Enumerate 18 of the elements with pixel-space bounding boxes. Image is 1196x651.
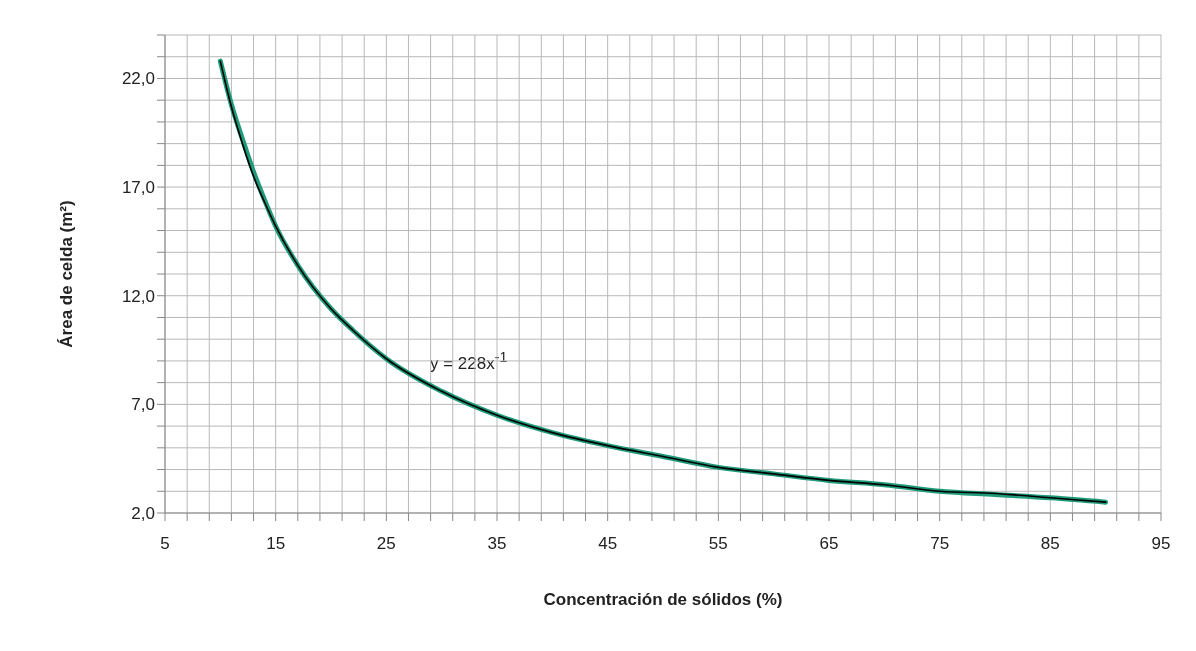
x-tick-label: 45 bbox=[598, 534, 618, 554]
x-tick-label: 15 bbox=[266, 534, 286, 554]
x-axis-title: Concentración de sólidos (%) bbox=[543, 590, 783, 609]
y-tick-label: 7,0 bbox=[131, 395, 155, 415]
y-axis-title: Área de celda (m²) bbox=[57, 200, 77, 348]
x-tick-label: 55 bbox=[708, 534, 728, 554]
y-tick-label: 2,0 bbox=[131, 504, 155, 524]
x-tick-label: 95 bbox=[1151, 534, 1171, 554]
x-tick-label: 5 bbox=[160, 534, 170, 554]
x-tick-label: 25 bbox=[376, 534, 396, 554]
y-tick-label: 12,0 bbox=[121, 286, 155, 306]
x-tick-label: 65 bbox=[819, 534, 839, 554]
annotation: y = 228x$^{-1}$ bbox=[430, 349, 508, 374]
y-tick-label: 22,0 bbox=[121, 69, 155, 89]
x-tick-label: 75 bbox=[930, 534, 950, 554]
x-tick-label: 35 bbox=[487, 534, 507, 554]
y-tick-label: 17,0 bbox=[121, 178, 155, 198]
x-tick-label: 85 bbox=[1040, 534, 1060, 554]
